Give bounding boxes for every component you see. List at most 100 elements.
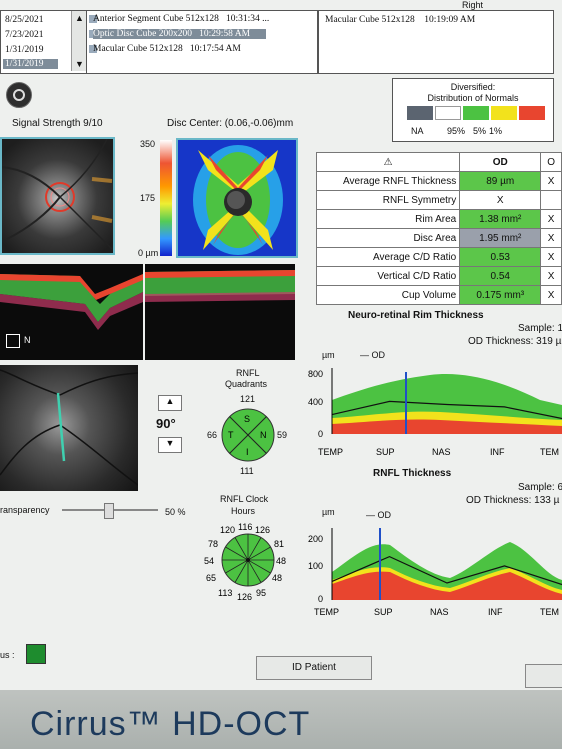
scrollbar[interactable]: ▲ ▼ [71,11,86,71]
legend-swatch-5 [491,106,517,120]
rnfl-chart-title: RNFL Thickness [373,468,452,479]
table-header-od: OD [459,152,542,172]
monitor-bezel [0,690,562,749]
fundus-vessels [2,139,113,250]
rnfl-chart-bands [332,542,562,600]
rim-x-tick: NAS [432,447,451,457]
rim-low-band [332,419,562,434]
legend-swatch-1 [519,106,545,120]
circle-scan-graphic [0,369,139,486]
rim-chart-legend: — OD [360,350,386,360]
svg-text:65: 65 [206,573,216,583]
rnfl-chart-sample: Sample: 6 [518,482,562,493]
rnfl-y-tick: 200 [308,534,323,544]
svg-text:95: 95 [256,588,266,598]
quadrant-sup-value: 121 [240,394,256,404]
rim-x-tick: TEM [540,447,559,457]
svg-text:S: S [244,414,250,424]
quadrant-temp-value: 66 [207,430,218,440]
rnfl-x-tick: SUP [374,607,393,617]
svg-text:113: 113 [218,588,232,598]
transparency-label: ransparency [0,505,50,515]
rim-y-tick: 400 [308,397,323,407]
table-row: Average C/D Ratio 0.53 X [315,247,562,267]
svg-text:N: N [260,430,267,440]
rnfl-chart-od-thickness: OD Thickness: 133 µ [466,495,560,506]
distribution-legend: Diversified: Distribution of Normals NA … [392,78,554,142]
svg-text:126: 126 [255,525,270,535]
rim-chart-title: Neuro-retinal Rim Thickness [348,310,484,321]
rnfl-x-tick: INF [488,607,503,617]
table-row: Cup Volume 0.175 mm³ X [315,285,562,305]
quadrants-title: RNFL [236,368,260,378]
exam-item[interactable]: Anterior Segment Cube 512x128 10:31:34 .… [93,14,270,24]
scan-direction-icon[interactable] [6,334,20,348]
table-row: Disc Area 1.95 mm² X [315,228,562,248]
visit-date[interactable]: 7/23/2021 [5,30,44,40]
angle-value: 90° [156,416,176,431]
analysis-tool-icon[interactable] [6,82,32,108]
rnfl-x-tick: NAS [430,607,449,617]
svg-text:78: 78 [208,539,218,549]
legend-label-na: NA [411,126,424,136]
legend-label-5: 5% [473,126,487,136]
table-row: Vertical C/D Ratio 0.54 X [315,266,562,286]
rnfl-od-line [331,555,562,586]
quadrant-inf-value: 111 [240,466,254,476]
rim-chart-unit: µm [322,350,335,360]
status-indicator [26,644,46,664]
exam-icon [89,45,97,53]
angle-down-button[interactable]: ▼ [158,437,182,453]
exam-icon [89,15,97,23]
svg-text:T: T [228,430,234,440]
quadrant-nas-value: 59 [277,430,288,440]
exam-item[interactable]: Macular Cube 512x128 10:17:54 AM [93,44,241,54]
visit-date-selected[interactable]: 1/31/2019 [3,59,58,69]
visit-list[interactable]: 8/25/2021 7/23/2021 1/31/2019 1/31/2019 … [0,10,88,74]
table-header-os: O [540,152,562,172]
clock-hours-diagram: 120 116 126 78 81 54 48 65 48 113 126 95 [204,522,286,600]
svg-text:126: 126 [237,592,252,600]
right-exam-list[interactable]: Macular Cube 512x128 10:19:09 AM [318,10,554,74]
angle-up-button[interactable]: ▲ [158,395,182,411]
svg-text:I: I [246,447,249,457]
edge-button[interactable] [525,664,562,688]
bscan-left-graphic [0,274,143,330]
circle-scan-image [0,365,139,491]
bscan-right-graphic [145,270,295,302]
scale-min: 0 µm [138,248,159,258]
legend-swatch-normal [435,106,461,120]
rnfl-thickness-map [176,138,298,258]
rnfl-x-tick: TEM [540,607,559,617]
scroll-up-icon[interactable]: ▲ [75,13,84,23]
triangle-down-icon: ▼ [165,438,175,448]
svg-text:81: 81 [274,539,284,549]
clock-subtitle: Hours [231,506,256,516]
rim-y-tick: 800 [308,369,323,379]
thickness-map-graphic [193,145,283,255]
rim-od-line [331,400,562,420]
eye-side-label: Right [462,0,484,10]
rim-thickness-chart: 800 400 0 TEMP SUP NAS INF TEM [308,368,562,457]
visit-date[interactable]: 8/25/2021 [5,15,44,25]
id-patient-button[interactable]: ID Patient [256,656,372,680]
visit-date[interactable]: 1/31/2019 [5,45,44,55]
right-exam-item[interactable]: Macular Cube 512x128 10:19:09 AM [325,15,476,25]
rnfl-y-tick: 0 [318,594,323,604]
legend-label-1: 1% [489,126,503,136]
brand-label: Cirrus™ HD-OCT [30,705,311,743]
quadrants-diagram: S T N I [221,408,275,462]
rnfl-thickness-chart: 200 100 0 TEMP SUP NAS INF TEM [308,528,562,617]
oct-bscan-right [145,264,295,360]
status-label: us : [0,650,15,660]
scroll-down-icon[interactable]: ▼ [75,59,84,69]
transparency-slider-handle[interactable] [104,503,114,519]
circle-icon [13,89,25,101]
scale-mid: 175 [140,193,156,203]
exam-item-selected[interactable]: Optic Disc Cube 200x200 10:29:58 AM [93,29,267,39]
rnfl-chart-unit: µm [322,507,335,517]
exam-list[interactable] [86,10,318,74]
oct-bscan-left: N [0,264,143,360]
rim-y-tick: 0 [318,429,323,439]
distribution-subtitle: Distribution of Normals [427,93,519,103]
